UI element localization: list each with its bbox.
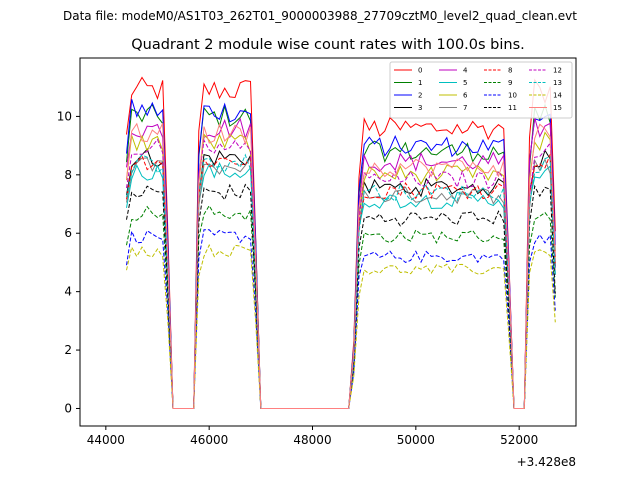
y-tick-label: 10	[57, 109, 72, 123]
legend-label-6: 6	[463, 92, 468, 100]
x-tick-label: 50000	[397, 433, 435, 447]
y-tick-label: 4	[64, 285, 72, 299]
y-tick-label: 2	[64, 343, 72, 357]
legend-label-14: 14	[553, 92, 562, 100]
y-tick-label: 8	[64, 168, 72, 182]
legend-label-8: 8	[508, 67, 512, 75]
legend-label-10: 10	[508, 92, 517, 100]
legend-label-1: 1	[418, 79, 422, 87]
legend-label-15: 15	[553, 104, 562, 112]
x-tick-label: 48000	[293, 433, 331, 447]
x-tick-label: 46000	[190, 433, 228, 447]
chart-title: Quadrant 2 module wise count rates with …	[131, 37, 525, 53]
legend-label-9: 9	[508, 79, 512, 87]
legend-label-13: 13	[553, 79, 562, 87]
legend-label-5: 5	[463, 79, 467, 87]
series-layer	[126, 76, 556, 409]
x-axis: 44000 46000 48000 50000 52000	[87, 426, 538, 447]
series-line-15	[126, 122, 556, 409]
legend-label-12: 12	[553, 67, 562, 75]
legend-label-2: 2	[418, 92, 422, 100]
y-axis: 0 2 4 6 8 10	[57, 109, 80, 415]
legend-label-11: 11	[508, 104, 517, 112]
x-offset-label: +3.428e8	[517, 455, 576, 469]
x-tick-label: 44000	[87, 433, 125, 447]
legend-label-7: 7	[463, 104, 467, 112]
y-tick-label: 6	[64, 226, 72, 240]
legend-label-3: 3	[418, 104, 422, 112]
x-tick-label: 52000	[500, 433, 538, 447]
legend-box	[389, 61, 573, 119]
legend-label-4: 4	[463, 67, 468, 75]
plot-frame	[79, 57, 577, 427]
legend-label-0: 0	[418, 67, 422, 75]
suptitle: Data file: modeM0/AS1T03_262T01_90000039…	[63, 9, 577, 23]
y-tick-label: 0	[64, 401, 72, 415]
